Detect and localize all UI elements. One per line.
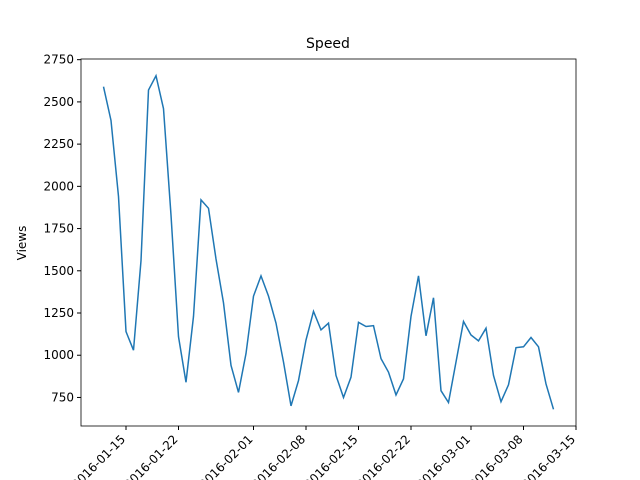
y-tick-label: 1000	[43, 348, 74, 362]
y-tick-label: 2250	[43, 137, 74, 151]
y-tick-label: 1500	[43, 264, 74, 278]
y-tick-label: 1250	[43, 306, 74, 320]
y-tick-label: 2500	[43, 95, 74, 109]
chart-title: Speed	[306, 36, 350, 52]
y-tick-label: 2000	[43, 179, 74, 193]
y-tick-label: 1750	[43, 222, 74, 236]
y-tick-label: 750	[51, 390, 74, 404]
plot-frame	[80, 58, 577, 427]
y-tick-label: 2750	[43, 53, 74, 67]
y-axis-label: Views	[15, 226, 29, 261]
line-series	[102, 73, 555, 410]
